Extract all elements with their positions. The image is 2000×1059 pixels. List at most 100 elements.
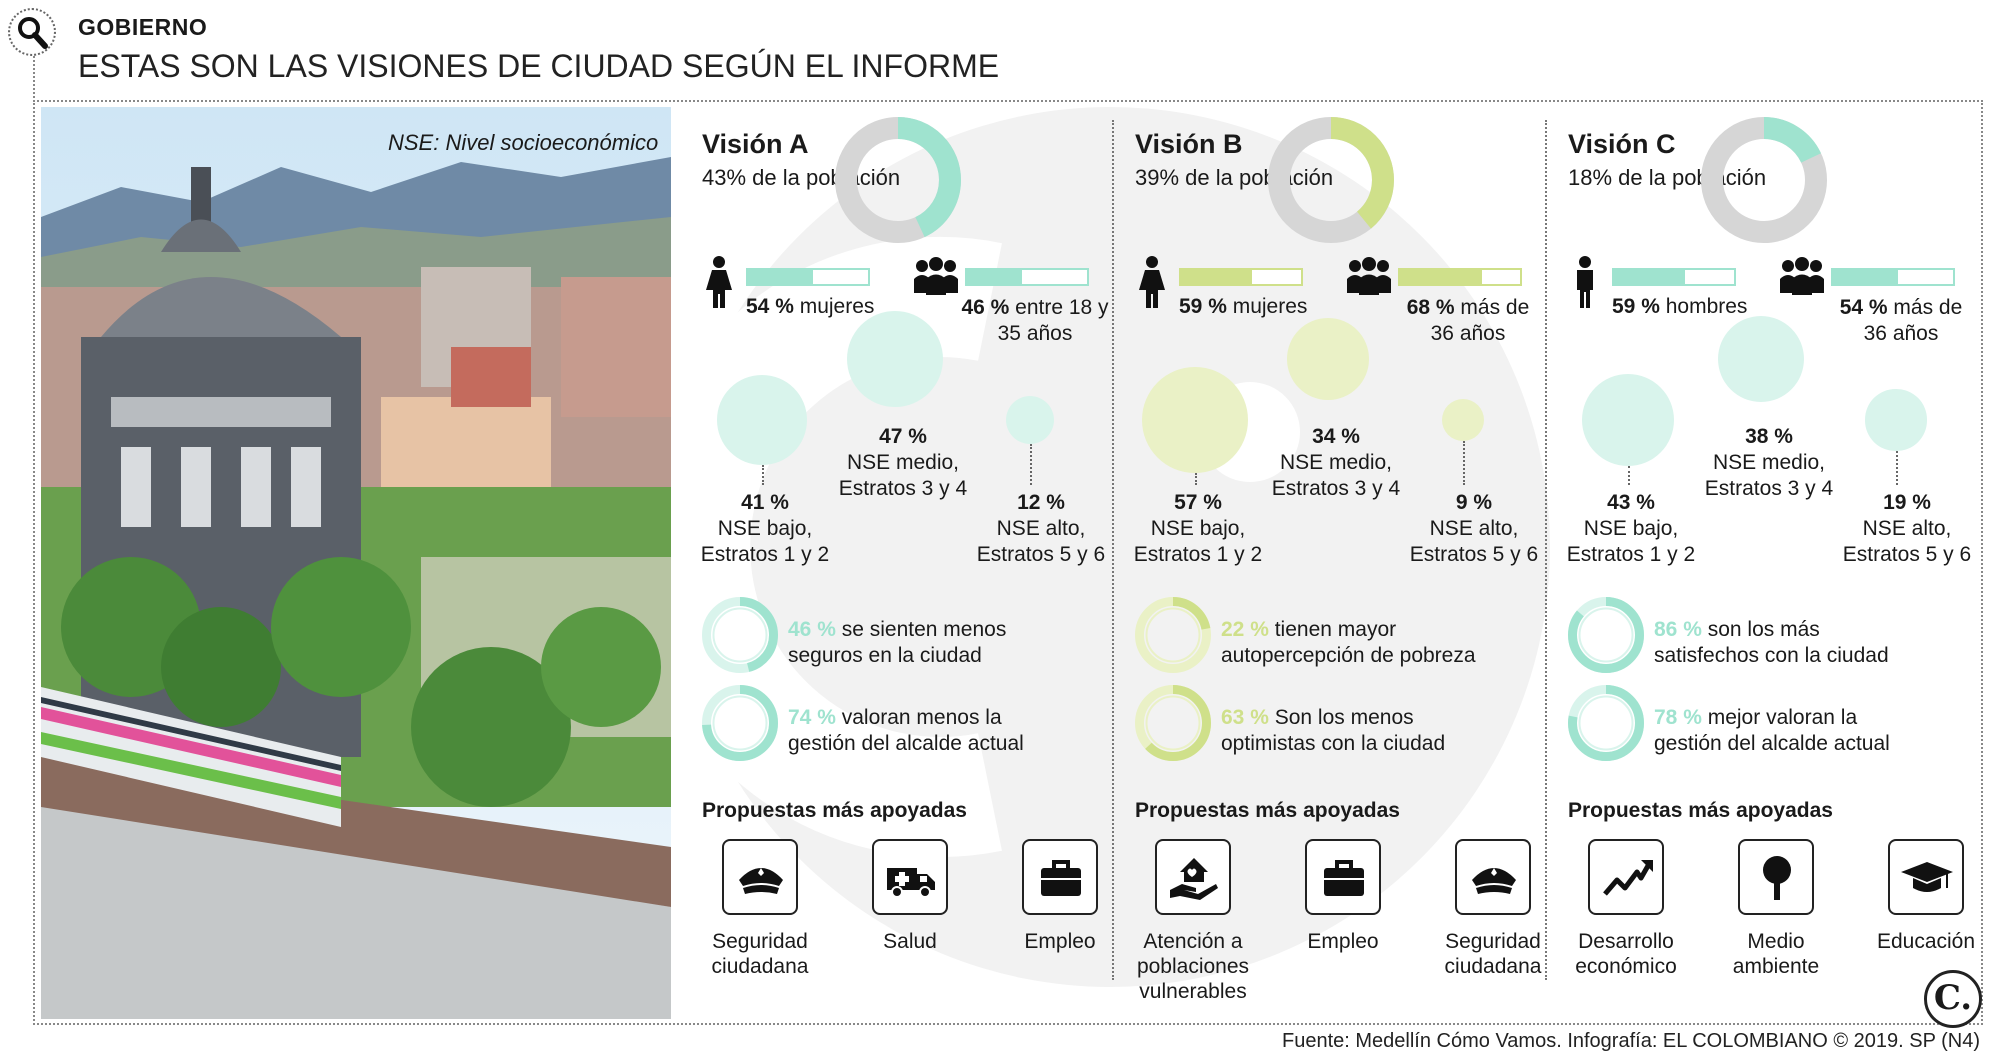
- nse-label: 9 % NSE alto, Estratos 5 y 6: [1399, 490, 1549, 568]
- proposal-label: Desarrollo económico: [1556, 929, 1696, 979]
- nse-bubble: [1582, 374, 1674, 466]
- gender-bar: [746, 268, 870, 286]
- nse-pct: 38 %: [1745, 425, 1793, 448]
- woman-icon: [1135, 255, 1169, 314]
- nse-bubble: [717, 375, 807, 465]
- proposals-title: Propuestas más apoyadas: [1135, 799, 1400, 822]
- stat-ring: [1135, 685, 1211, 766]
- stat-text: 86 % son los más satisfechos con la ciud…: [1654, 617, 1994, 669]
- gender-bar: [1612, 268, 1736, 286]
- stat-line2: optimistas con la ciudad: [1221, 732, 1446, 755]
- nse-label: 12 % NSE alto, Estratos 5 y 6: [966, 490, 1116, 568]
- stat-ring-row: 22 % tienen mayor autopercepción de pobr…: [1135, 597, 1476, 678]
- population-share: 39% de la población: [1135, 165, 1334, 190]
- vision-title: Visión C: [1568, 129, 1676, 159]
- proposal-icon-box: [1155, 839, 1231, 915]
- proposal-item: Empleo: [990, 839, 1130, 954]
- gender-pct: 59 %: [1612, 295, 1660, 318]
- search-badge: [8, 8, 56, 56]
- proposal-label: Salud: [840, 929, 980, 954]
- stat-text: 22 % tienen mayor autopercepción de pobr…: [1221, 617, 1561, 669]
- stat-line1: se sienten menos: [841, 618, 1007, 641]
- gender-stat: 54 % mujeres: [746, 295, 874, 319]
- stat-ring-row: 63 % Son los menos optimistas con la ciu…: [1135, 685, 1445, 766]
- proposal-label-line1: Empleo: [1024, 930, 1096, 953]
- nse-pct: 41 %: [741, 491, 789, 514]
- proposal-label-line1: Seguridad: [712, 930, 808, 953]
- proposal-label: Empleo: [990, 929, 1130, 954]
- gender-bar-fill: [748, 270, 813, 284]
- stat-ring-row: 86 % son los más satisfechos con la ciud…: [1568, 597, 1889, 678]
- nse-label: 43 % NSE bajo, Estratos 1 y 2: [1556, 490, 1706, 568]
- stat-line2: autopercepción de pobreza: [1221, 644, 1476, 667]
- nse-label: 19 % NSE alto, Estratos 5 y 6: [1832, 490, 1982, 568]
- nse-strata: Estratos 5 y 6: [976, 543, 1106, 566]
- stat-line2: gestión del alcalde actual: [1654, 732, 1890, 755]
- nse-bubble: [1442, 399, 1484, 441]
- nse-bubble: [1717, 315, 1805, 403]
- stat-line1: son los más: [1707, 618, 1820, 641]
- nse-bubble: [1865, 389, 1927, 451]
- proposal-label: Seguridad ciudadana: [1423, 929, 1563, 979]
- nse-strata: Estratos 1 y 2: [700, 543, 830, 566]
- stat-pct: 78 %: [1654, 706, 1702, 729]
- proposal-item: Empleo: [1273, 839, 1413, 954]
- age-bar: [1831, 268, 1955, 286]
- bubble-leader: [1030, 444, 1032, 485]
- nse-class: NSE medio,: [846, 451, 960, 474]
- proposal-label-line3: vulnerables: [1139, 980, 1247, 1003]
- proposal-item: Seguridad ciudadana: [690, 839, 830, 979]
- proposal-label-line1: Salud: [883, 930, 937, 953]
- proposal-label-line2: ambiente: [1732, 955, 1820, 978]
- proposal-label-line2: poblaciones: [1136, 955, 1250, 978]
- stat-ring-row: 74 % valoran menos la gestión del alcald…: [702, 685, 1024, 766]
- proposal-icon-box: [1022, 839, 1098, 915]
- woman-icon: [702, 255, 736, 314]
- stat-line1: Son los menos: [1274, 706, 1414, 729]
- age-bar: [1398, 268, 1522, 286]
- stat-pct: 74 %: [788, 706, 836, 729]
- nse-bubble: [847, 311, 943, 407]
- nse-strata: Estratos 5 y 6: [1409, 543, 1539, 566]
- nse-pct: 19 %: [1883, 491, 1931, 514]
- column-separator: [1112, 120, 1114, 980]
- age-pct: 54 %: [1839, 296, 1888, 319]
- content-frame: [33, 100, 1983, 1025]
- gender-bar-fill: [1614, 270, 1685, 284]
- source-credit: Fuente: Medellín Cómo Vamos. Infografía:…: [1282, 1030, 1980, 1052]
- gender-label: hombres: [1665, 295, 1748, 318]
- proposal-label-line1: Educación: [1876, 930, 1976, 953]
- age-stat: 68 % más de 36 años: [1393, 295, 1543, 347]
- nse-pct: 34 %: [1312, 425, 1360, 448]
- nse-label: 34 % NSE medio, Estratos 3 y 4: [1261, 424, 1411, 502]
- proposals-title: Propuestas más apoyadas: [1568, 799, 1833, 822]
- proposal-label: Atención a poblaciones vulnerables: [1123, 929, 1263, 1004]
- nse-strata: Estratos 3 y 4: [1271, 477, 1401, 500]
- gender-stat: 59 % mujeres: [1179, 295, 1307, 319]
- gender-pct: 54 %: [746, 295, 794, 318]
- nse-class: NSE bajo,: [1583, 517, 1679, 540]
- proposal-item: Desarrollo económico: [1556, 839, 1696, 979]
- nse-class: NSE bajo,: [717, 517, 813, 540]
- stat-text: 63 % Son los menos optimistas con la ciu…: [1221, 705, 1561, 757]
- proposal-item: Seguridad ciudadana: [1423, 839, 1563, 979]
- stat-pct: 86 %: [1654, 618, 1702, 641]
- proposal-item: Salud: [840, 839, 980, 954]
- gender-bar: [1179, 268, 1303, 286]
- nse-class: NSE alto,: [1862, 517, 1952, 540]
- stat-line2: gestión del alcalde actual: [788, 732, 1024, 755]
- nse-class: NSE bajo,: [1150, 517, 1246, 540]
- stat-pct: 22 %: [1221, 618, 1269, 641]
- stat-line2: satisfechos con la ciudad: [1654, 644, 1889, 667]
- logo-letter: C.: [1933, 978, 1973, 1018]
- bubble-leader: [1195, 472, 1197, 485]
- vision-b-column: Visión B 39% de la población 59 % mujeres…: [1133, 107, 1565, 1019]
- age-bar: [965, 268, 1089, 286]
- proposal-label-line2: ciudadana: [711, 955, 809, 978]
- group-icon: [1346, 257, 1392, 302]
- stat-ring: [1568, 685, 1644, 766]
- proposal-item: Atención a poblaciones vulnerables: [1123, 839, 1263, 1004]
- vision-title: Visión A: [702, 129, 809, 159]
- bubble-leader: [1628, 465, 1630, 485]
- vision-title: Visión B: [1135, 129, 1243, 159]
